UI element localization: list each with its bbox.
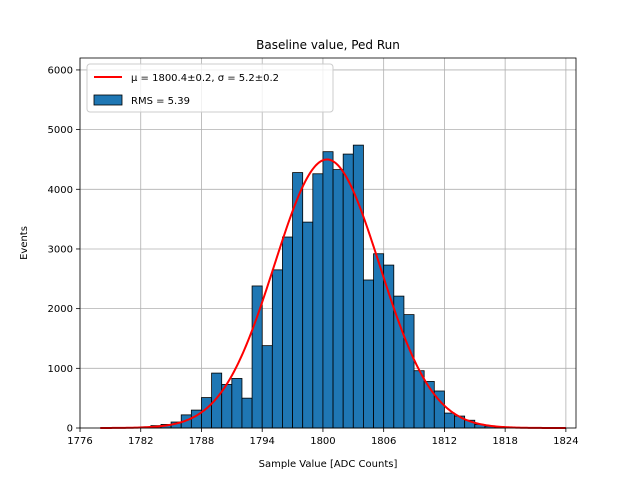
legend: μ = 1800.4±0.2, σ = 5.2±0.2 RMS = 5.39 xyxy=(86,63,334,113)
y-tick-label: 1000 xyxy=(48,364,73,375)
y-axis-ticks: 0 1000 2000 3000 4000 5000 6000 xyxy=(48,65,80,435)
histogram-bar xyxy=(393,295,405,429)
x-tick-label: 1806 xyxy=(371,436,396,447)
histogram-bar xyxy=(373,253,385,429)
legend-box xyxy=(86,63,334,113)
histogram-bar xyxy=(363,279,374,429)
histogram-bar xyxy=(271,269,283,429)
histogram-bar xyxy=(332,169,344,429)
legend-fit-label: μ = 1800.4±0.2, σ = 5.2±0.2 xyxy=(131,73,279,84)
x-tick-label: 1788 xyxy=(189,436,214,447)
histogram-bar xyxy=(231,378,243,429)
histogram-bar xyxy=(201,397,212,429)
histogram-bar xyxy=(413,370,425,429)
y-tick-label: 3000 xyxy=(48,244,73,255)
y-tick-label: 6000 xyxy=(48,65,73,76)
x-tick-label: 1800 xyxy=(310,436,335,447)
x-tick-label: 1824 xyxy=(553,436,578,447)
histogram-bars xyxy=(140,144,506,429)
legend-hist-swatch xyxy=(93,94,123,106)
histogram-bar xyxy=(261,345,273,429)
x-tick-label: 1782 xyxy=(128,436,153,447)
histogram-bar xyxy=(312,173,324,429)
y-tick-label: 4000 xyxy=(48,185,73,196)
x-tick-label: 1794 xyxy=(249,436,274,447)
y-axis-label: Events xyxy=(19,226,30,260)
x-tick-label: 1818 xyxy=(492,436,517,447)
histogram-bar xyxy=(403,314,415,429)
gaussian-fit-curve xyxy=(100,158,566,429)
histogram-bar xyxy=(322,151,334,429)
x-axis-label: Sample Value [ADC Counts] xyxy=(259,459,398,470)
histogram-bar xyxy=(241,397,253,429)
x-tick-label: 1812 xyxy=(432,436,457,447)
x-tick-label: 1776 xyxy=(67,436,92,447)
y-tick-label: 0 xyxy=(67,424,73,435)
y-tick-label: 5000 xyxy=(48,125,73,136)
histogram-bar xyxy=(292,172,304,429)
histogram-bar xyxy=(352,144,364,429)
fit-line xyxy=(100,158,566,429)
histogram-bar xyxy=(282,236,293,429)
x-axis-ticks: 1776 1782 1788 1794 1800 1806 1812 1818 1824 xyxy=(67,428,579,447)
histogram-bar xyxy=(211,372,223,429)
chart-title: Baseline value, Ped Run xyxy=(256,38,400,52)
histogram-bar xyxy=(383,264,395,429)
y-tick-label: 2000 xyxy=(48,304,73,315)
histogram-bar xyxy=(342,153,354,429)
legend-hist-label: RMS = 5.39 xyxy=(131,96,190,107)
histogram-bar xyxy=(302,221,314,429)
histogram-bar xyxy=(444,412,455,429)
plot-frame xyxy=(79,57,577,429)
